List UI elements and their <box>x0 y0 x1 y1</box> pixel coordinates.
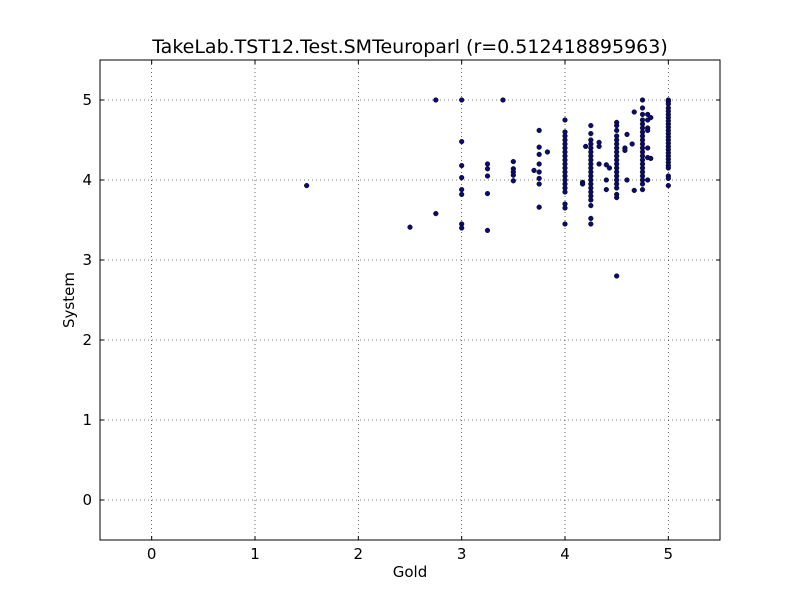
data-point <box>614 185 620 191</box>
data-point <box>484 166 491 172</box>
data-point <box>624 177 630 183</box>
data-point <box>407 224 413 230</box>
data-point <box>484 191 491 197</box>
data-point <box>614 195 620 201</box>
data-point <box>510 178 516 184</box>
data-point <box>459 163 465 169</box>
data-point <box>665 175 671 182</box>
data-point <box>645 145 651 151</box>
data-point <box>459 97 465 103</box>
data-point <box>648 155 654 162</box>
data-point <box>639 111 646 118</box>
data-point <box>484 227 491 234</box>
data-point <box>484 161 491 167</box>
data-point <box>622 147 628 154</box>
x-tick-label: 0 <box>147 545 157 563</box>
y-tick-label: 2 <box>82 331 92 349</box>
x-tick-label: 1 <box>250 545 260 563</box>
data-point <box>562 221 568 227</box>
data-point <box>536 161 542 167</box>
data-point <box>588 221 594 227</box>
data-point <box>536 181 542 187</box>
y-tick-label: 0 <box>82 491 92 509</box>
data-point <box>639 97 646 103</box>
data-point <box>579 181 586 187</box>
data-point <box>645 127 651 133</box>
x-tick-label: 3 <box>457 545 467 563</box>
chart-title: TakeLab.TST12.Test.SMTeuroparl (r=0.5124… <box>151 36 668 58</box>
y-tick-label: 3 <box>82 251 92 269</box>
data-point <box>536 169 542 175</box>
data-point <box>596 143 602 150</box>
data-point <box>606 165 613 171</box>
data-point <box>614 273 620 279</box>
data-point <box>562 189 568 195</box>
data-point <box>484 173 491 179</box>
data-point <box>536 127 542 133</box>
data-point <box>603 177 609 183</box>
data-point <box>648 114 654 121</box>
x-tick-label: 2 <box>354 545 364 563</box>
data-point <box>665 183 671 189</box>
x-tick-label: 5 <box>664 545 674 563</box>
data-point <box>536 175 542 182</box>
x-axis-label: Gold <box>393 563 428 581</box>
y-axis-label: System <box>60 272 78 328</box>
y-tick-label: 5 <box>82 91 92 109</box>
data-point <box>562 117 568 123</box>
data-point <box>304 183 310 189</box>
data-point <box>459 191 465 198</box>
data-point <box>645 111 651 118</box>
data-point <box>588 122 594 129</box>
data-point <box>583 143 589 150</box>
data-point <box>459 139 465 145</box>
data-point <box>603 187 609 193</box>
data-points <box>304 97 671 279</box>
data-point <box>639 181 646 187</box>
data-point <box>510 172 516 178</box>
data-point <box>510 159 516 165</box>
data-point <box>631 109 637 115</box>
data-point <box>588 215 594 222</box>
data-point <box>536 151 542 158</box>
data-point <box>639 105 646 111</box>
data-point <box>624 131 630 138</box>
data-point <box>588 197 594 203</box>
data-point <box>536 204 542 210</box>
data-point <box>588 203 594 209</box>
data-point <box>631 187 637 194</box>
data-point <box>433 97 439 103</box>
data-point <box>614 127 620 133</box>
data-point <box>536 144 542 150</box>
data-point <box>645 177 651 183</box>
data-point <box>614 122 620 129</box>
data-point <box>639 187 646 193</box>
axis-ticks: 0 1 2 3 4 5 0 1 2 3 4 5 <box>82 60 720 563</box>
data-point <box>562 205 568 211</box>
plot-frame <box>99 59 721 541</box>
data-point <box>665 165 671 171</box>
data-point <box>500 97 506 103</box>
data-point <box>459 225 465 231</box>
data-point <box>596 161 602 167</box>
y-tick-label: 1 <box>82 411 92 429</box>
x-tick-label: 4 <box>560 545 570 563</box>
data-point <box>433 211 439 217</box>
data-point <box>544 149 551 155</box>
data-point <box>588 131 594 137</box>
y-tick-label: 4 <box>82 171 92 189</box>
data-point <box>531 167 537 174</box>
data-point <box>603 162 609 168</box>
data-point <box>629 141 635 147</box>
data-point <box>459 187 465 193</box>
data-point <box>459 175 465 181</box>
